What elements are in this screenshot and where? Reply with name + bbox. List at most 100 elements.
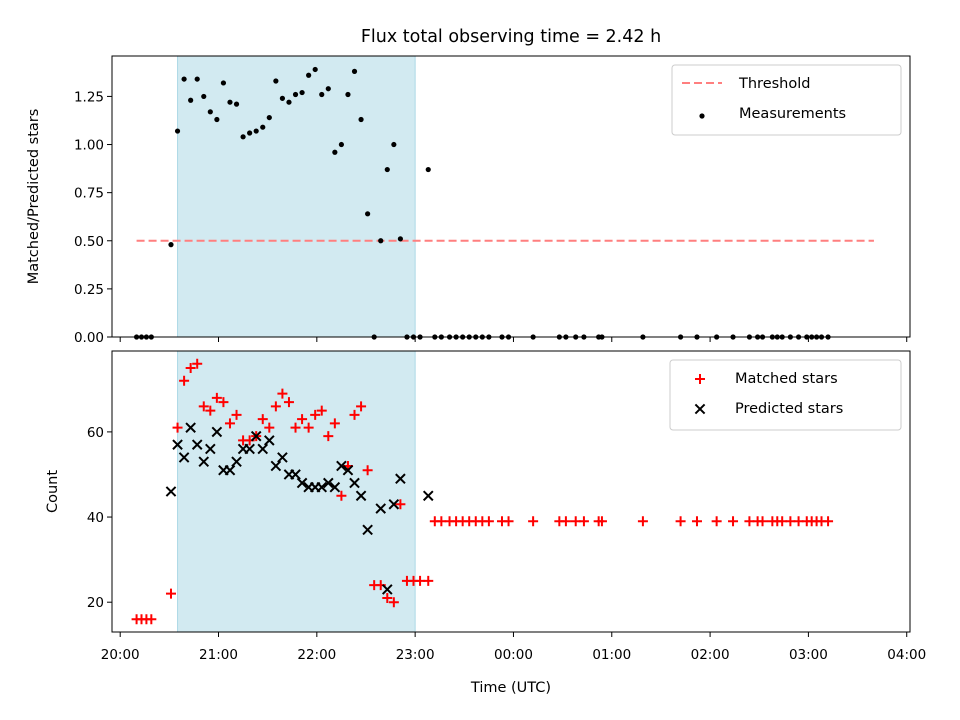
data-point <box>675 516 686 527</box>
data-point <box>264 422 275 433</box>
observing-interval-shading <box>177 350 416 633</box>
data-point <box>165 486 177 497</box>
data-point <box>425 166 431 173</box>
data-point <box>250 430 262 442</box>
legend-label: Matched stars <box>735 371 838 387</box>
data-point <box>174 128 181 134</box>
data-point <box>711 516 722 527</box>
data-point <box>560 516 571 527</box>
data-point <box>388 597 399 608</box>
data-point <box>192 358 203 369</box>
data-point <box>201 93 207 100</box>
series-predicted-stars <box>165 422 434 595</box>
data-point <box>356 401 367 412</box>
y-tick-label: 20 <box>87 595 104 611</box>
axes-frame <box>111 350 911 633</box>
data-point <box>395 499 406 510</box>
data-point <box>270 401 281 412</box>
data-point <box>578 516 589 527</box>
bottom-panel: 20 40 60 20:00 21:00 22:00 23:00 00:00 01:00 02:0… <box>45 350 926 663</box>
data-point <box>503 516 514 527</box>
data-point <box>292 91 299 98</box>
data-point <box>375 503 387 514</box>
data-point <box>323 431 334 442</box>
data-point <box>231 456 242 468</box>
data-point <box>263 435 275 446</box>
data-point <box>297 414 308 425</box>
data-point <box>332 149 338 155</box>
y-tick-label: 40 <box>87 510 104 526</box>
data-point <box>483 516 494 527</box>
data-point <box>185 422 196 433</box>
data-point <box>397 236 403 242</box>
data-point <box>329 481 341 493</box>
data-point <box>253 128 259 134</box>
data-point <box>273 78 279 84</box>
legend-box <box>669 359 902 431</box>
data-point <box>286 99 292 105</box>
data-point <box>220 80 227 86</box>
data-point <box>205 405 216 416</box>
data-point <box>299 89 305 96</box>
data-point <box>395 473 406 485</box>
data-point <box>211 426 223 438</box>
data-point <box>207 109 213 115</box>
data-point <box>224 418 235 429</box>
data-point <box>338 141 345 148</box>
y-tick-label: 1.25 <box>74 89 104 105</box>
y-tick-label: 0.25 <box>74 282 104 298</box>
data-point <box>329 418 340 429</box>
data-point <box>316 481 328 493</box>
data-point <box>172 422 183 433</box>
data-point <box>391 141 397 148</box>
top-panel: 0.00 0.25 0.50 0.75 1.00 1.25 Matched/Predicte… <box>26 55 911 346</box>
data-point <box>325 86 331 92</box>
legend-swatch <box>694 403 706 415</box>
data-point <box>181 76 187 82</box>
data-point <box>233 101 240 107</box>
data-point <box>188 97 194 103</box>
data-point <box>277 388 288 399</box>
data-point <box>227 99 233 105</box>
data-point <box>218 397 229 408</box>
data-point <box>384 166 390 173</box>
data-point <box>260 124 266 130</box>
data-point <box>823 516 834 527</box>
data-point <box>296 477 308 489</box>
x-tick-label: 21:00 <box>199 647 238 663</box>
data-point <box>303 422 314 433</box>
data-point <box>224 464 236 476</box>
data-point <box>728 516 739 527</box>
x-tick-label: 00:00 <box>494 647 533 663</box>
data-point <box>637 516 648 527</box>
legend: Threshold Measurements <box>671 64 902 136</box>
data-point <box>146 614 157 625</box>
series-matched-stars <box>131 358 834 625</box>
data-point <box>358 116 364 123</box>
data-point <box>351 68 358 74</box>
chart-title: Flux total observing time = 2.42 h <box>361 27 661 47</box>
data-point <box>342 464 354 476</box>
data-point <box>691 516 702 527</box>
data-point <box>306 72 312 78</box>
x-tick-label: 22:00 <box>297 647 336 663</box>
y-tick-label: 1.00 <box>74 138 104 154</box>
data-point <box>349 477 360 489</box>
data-point <box>349 409 360 420</box>
legend: Matched stars Predicted stars <box>669 359 902 431</box>
data-point <box>168 242 174 248</box>
legend-swatch <box>695 374 705 384</box>
observing-interval-shading <box>177 55 416 338</box>
legend-swatch <box>699 113 705 119</box>
data-point <box>231 409 242 420</box>
legend-label: Predicted stars <box>735 401 843 417</box>
y-tick-label: 60 <box>87 425 104 441</box>
x-tick-label: 20:00 <box>101 647 140 663</box>
data-point <box>257 414 268 425</box>
x-tick-label: 03:00 <box>789 647 828 663</box>
x-tick-label: 04:00 <box>887 647 926 663</box>
data-point <box>214 116 220 123</box>
data-point <box>194 76 200 82</box>
y-tick-label: 0.00 <box>74 330 104 346</box>
